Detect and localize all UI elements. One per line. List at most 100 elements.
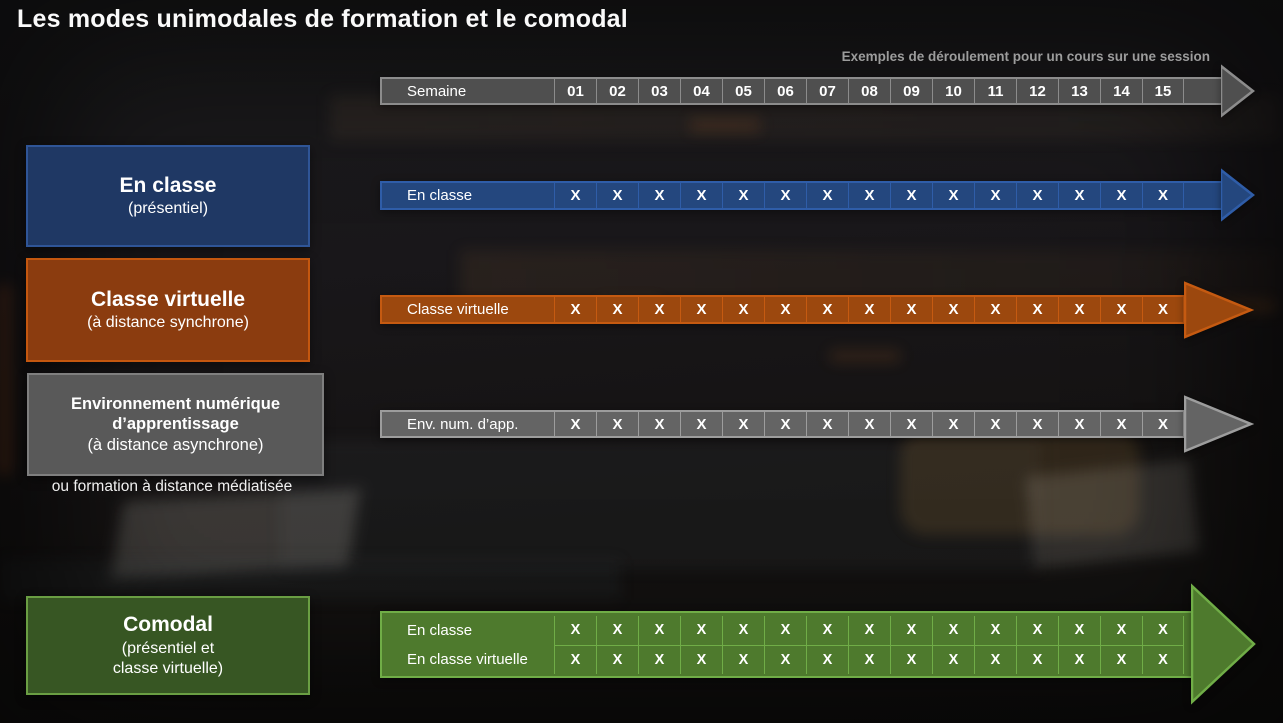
week-mark: X (554, 183, 596, 208)
week-mark: X (638, 644, 680, 674)
week-mark: X (806, 412, 848, 436)
week-mark: X (680, 183, 722, 208)
week-mark: X (890, 644, 932, 674)
week-mark: X (932, 297, 974, 322)
mode-box-env-num-app: Environnement numérique d’apprentissage … (27, 373, 324, 476)
week-number: 05 (722, 79, 764, 103)
week-mark: X (848, 412, 890, 436)
mode-box-subtitle: (présentiel et classe virtuelle) (112, 639, 224, 677)
week-number: 13 (1058, 79, 1100, 103)
week-number: 07 (806, 79, 848, 103)
week-number: 14 (1100, 79, 1142, 103)
week-number: 10 (932, 79, 974, 103)
week-header-arrow: Semaine 01 02 03 04 05 06 07 08 09 10 11 12 13 14 15 (380, 77, 1223, 105)
week-number: 03 (638, 79, 680, 103)
week-mark: X (1058, 615, 1100, 645)
mode-box-subtitle: (à distance synchrone) (87, 314, 249, 332)
week-mark: X (932, 412, 974, 436)
week-mark: X (848, 297, 890, 322)
week-mark: X (1142, 412, 1184, 436)
mode-box-title: En classe (119, 173, 217, 197)
week-mark: X (638, 615, 680, 645)
week-mark: X (848, 644, 890, 674)
background-shape (690, 118, 760, 132)
mode-box-en-classe: En classe (présentiel) (26, 145, 310, 247)
arrow-head-icon (1221, 168, 1255, 222)
arrow-tail (1184, 183, 1221, 208)
timeline-row-label: En classe (407, 621, 473, 639)
week-mark: X (1142, 615, 1184, 645)
mode-box-note: ou formation à distance médiatisée (51, 478, 293, 495)
week-mark: X (1016, 615, 1058, 645)
week-mark: X (1142, 644, 1184, 674)
timeline-row-label: En classe (407, 187, 473, 204)
week-mark: X (1058, 183, 1100, 208)
week-mark: X (974, 297, 1016, 322)
week-mark: X (1058, 644, 1100, 674)
week-number: 01 (554, 79, 596, 103)
week-mark: X (596, 615, 638, 645)
week-mark: X (1100, 615, 1142, 645)
week-mark: X (806, 183, 848, 208)
mode-box-comodal: Comodal (présentiel et classe virtuelle) (26, 596, 310, 695)
week-mark: X (764, 615, 806, 645)
week-mark: X (722, 297, 764, 322)
week-mark: X (890, 183, 932, 208)
week-mark: X (1100, 412, 1142, 436)
mode-box-title: Comodal (123, 613, 213, 637)
week-mark: X (1100, 297, 1142, 322)
week-mark: X (848, 183, 890, 208)
timeline-row-label: Classe virtuelle (407, 301, 509, 318)
week-mark: X (974, 412, 1016, 436)
week-mark: X (680, 644, 722, 674)
week-mark: X (722, 412, 764, 436)
week-mark: X (806, 615, 848, 645)
week-mark: X (680, 412, 722, 436)
background-shape (0, 285, 12, 475)
mode-box-subtitle: (présentiel) (127, 200, 209, 218)
week-mark: X (554, 412, 596, 436)
week-mark: X (890, 297, 932, 322)
week-mark: X (1142, 297, 1184, 322)
week-mark: X (596, 183, 638, 208)
week-mark: X (1142, 183, 1184, 208)
background-shape (0, 560, 620, 600)
week-mark: X (1016, 644, 1058, 674)
week-mark: X (596, 412, 638, 436)
week-mark: X (890, 615, 932, 645)
mode-box-title: Environnement numérique d’apprentissage (70, 394, 281, 434)
week-number: 06 (764, 79, 806, 103)
week-mark: X (554, 644, 596, 674)
week-mark: X (764, 412, 806, 436)
week-mark: X (974, 644, 1016, 674)
slide-title: Les modes unimodales de formation et le … (17, 5, 628, 33)
week-number: 12 (1016, 79, 1058, 103)
week-mark: X (932, 644, 974, 674)
week-mark: X (638, 297, 680, 322)
week-mark: X (596, 644, 638, 674)
week-mark: X (806, 644, 848, 674)
week-mark: X (596, 297, 638, 322)
week-mark: X (638, 412, 680, 436)
arrow-head-icon (1221, 64, 1255, 118)
week-number: 15 (1142, 79, 1184, 103)
week-mark: X (1058, 297, 1100, 322)
slide-subtitle: Exemples de déroulement pour un cours su… (841, 49, 1210, 64)
week-mark: X (1100, 183, 1142, 208)
week-number: 11 (974, 79, 1016, 103)
week-mark: X (932, 183, 974, 208)
week-mark: X (722, 615, 764, 645)
week-mark: X (764, 297, 806, 322)
week-mark: X (554, 615, 596, 645)
week-number: 02 (596, 79, 638, 103)
week-number: 08 (848, 79, 890, 103)
background-shape (830, 350, 900, 362)
week-mark: X (680, 615, 722, 645)
